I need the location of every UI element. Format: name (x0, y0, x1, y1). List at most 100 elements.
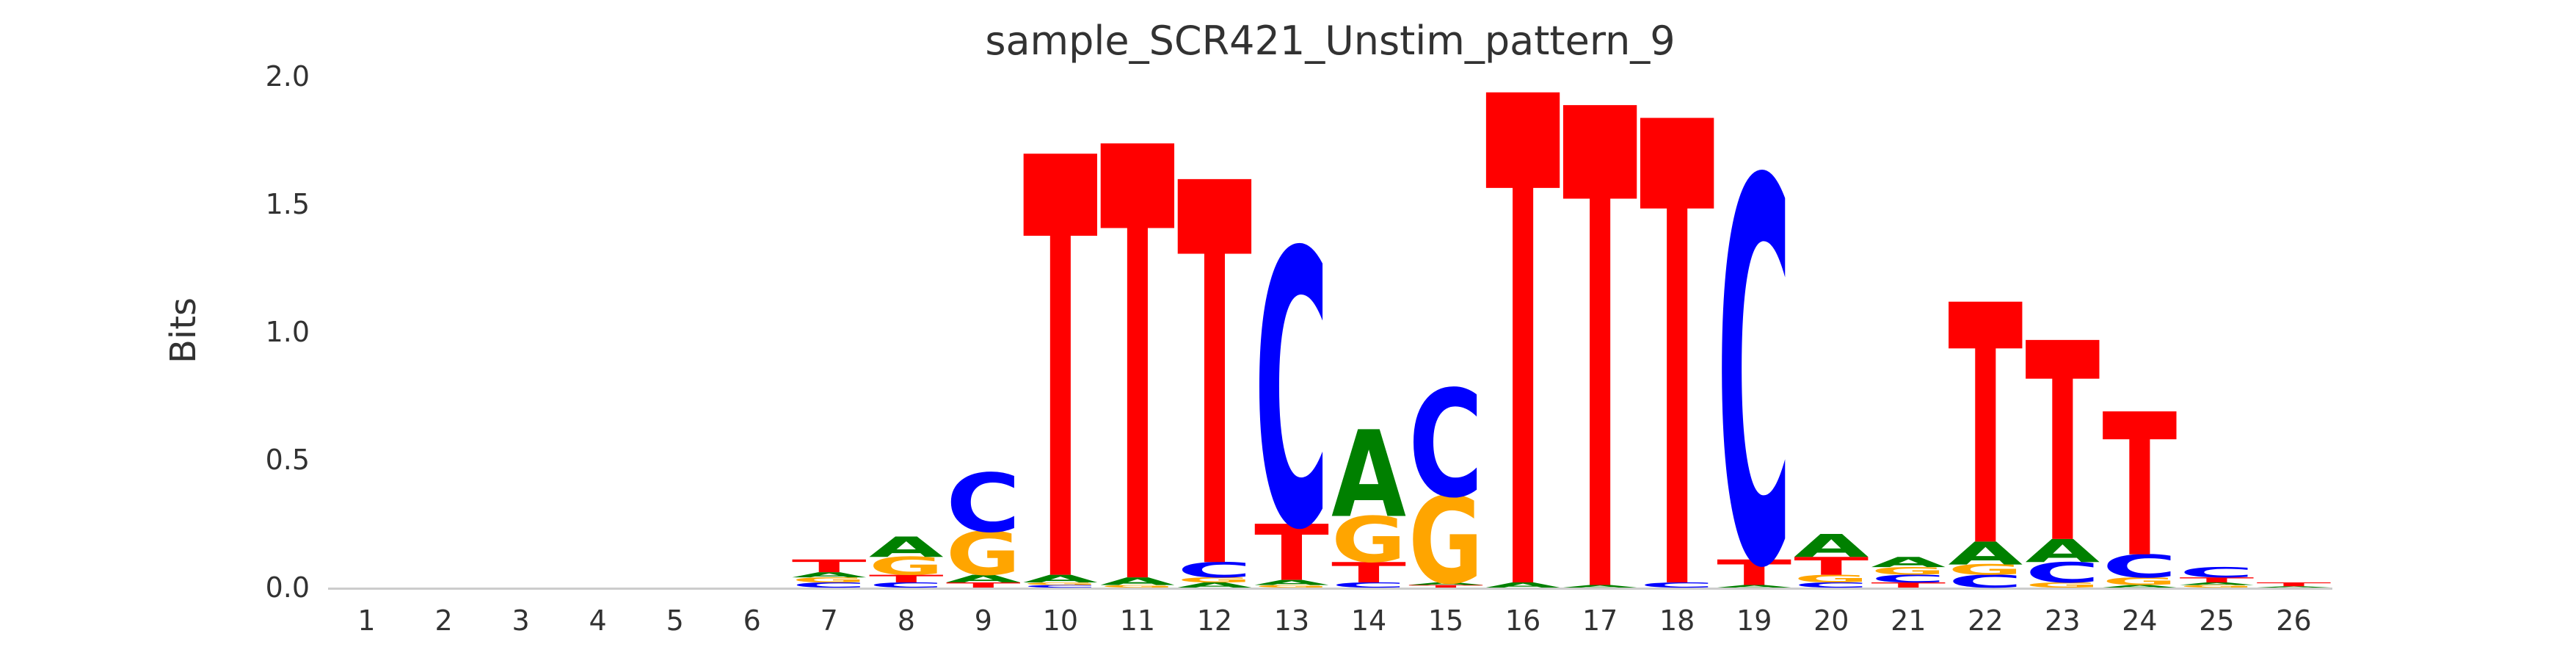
logo-letter-T-pos-14: T (1331, 557, 1407, 589)
glyph-A: A (1794, 528, 1869, 565)
x-tick-label: 8 (898, 604, 915, 637)
logo-letter-C-pos-20: C (1794, 581, 1869, 589)
logo-letter-C-pos-25: C (2179, 564, 2254, 580)
x-tick-label: 18 (1659, 604, 1695, 637)
y-tick-label: 1.5 (266, 188, 310, 220)
logo-letter-G-pos-7: G (792, 576, 867, 584)
glyph-C: C (946, 457, 1021, 550)
x-tick-label: 20 (1813, 604, 1849, 637)
glyph-T: T (1100, 26, 1176, 661)
glyph-C: C (1023, 585, 1098, 589)
glyph-G: G (1794, 573, 1869, 585)
x-tick-label: 25 (2199, 604, 2234, 637)
logo-letter-G-pos-8: G (869, 552, 944, 581)
glyph-G: G (2179, 585, 2254, 589)
glyph-C: C (1871, 573, 1946, 585)
logo-letter-A-pos-10: A (1023, 573, 1098, 585)
glyph-G: G (1408, 472, 1483, 611)
logo-letter-T-pos-20: T (1794, 552, 1869, 581)
logo-letter-C-pos-24: C (2102, 549, 2177, 585)
glyph-G: G (1871, 565, 1946, 577)
glyph-A: A (1100, 575, 1175, 588)
logo-letter-T-pos-25: T (2179, 576, 2255, 584)
glyph-C: C (1948, 571, 2023, 592)
logo-letter-G-pos-22: G (1948, 562, 2023, 578)
glyph-C: C (1254, 174, 1329, 613)
glyph-G: G (1177, 576, 1252, 584)
glyph-T: T (2257, 582, 2332, 588)
logo-letter-G-pos-12: G (1177, 576, 1252, 584)
glyph-T: T (1485, 0, 1561, 661)
glyph-A: A (2102, 585, 2177, 589)
x-tick-label: 16 (1505, 604, 1540, 637)
logo-letter-T-pos-22: T (1948, 236, 2023, 620)
logo-letter-G-pos-25: G (2179, 585, 2254, 589)
logo-letter-T-pos-18: T (1640, 0, 1715, 661)
logo-letter-T-pos-10: T (1023, 40, 1099, 661)
glyph-A: A (2257, 586, 2332, 588)
glyph-A: A (2179, 582, 2254, 586)
glyph-C: C (1408, 360, 1483, 531)
logo-letter-T-pos-9: T (946, 581, 1022, 589)
glyph-A: A (792, 571, 867, 579)
glyph-G: G (1100, 585, 1175, 589)
logo-letter-C-pos-21: C (1871, 573, 1946, 585)
logo-letter-A-pos-8: A (869, 531, 945, 563)
glyph-A: A (2025, 533, 2100, 570)
y-tick-label: 0.0 (266, 571, 310, 604)
logo-letter-C-pos-18: C (1640, 581, 1714, 589)
logo-letter-A-pos-17: A (1562, 585, 1637, 589)
logo-letter-T-pos-26: T (2257, 582, 2332, 588)
logo-letter-T-pos-11: T (1100, 26, 1176, 661)
glyph-C: C (2179, 564, 2254, 580)
glyph-C: C (1177, 558, 1252, 582)
x-tick-label: 6 (743, 604, 761, 637)
logo-letter-A-pos-13: A (1254, 579, 1329, 587)
glyph-T: T (1254, 509, 1329, 599)
logo-letter-G-pos-24: G (2102, 575, 2177, 588)
glyph-A: A (1717, 585, 1791, 589)
logo-letter-G-pos-9: G (946, 521, 1021, 589)
glyph-A: A (946, 573, 1021, 585)
glyph-T: T (2102, 372, 2177, 601)
glyph-T: T (792, 556, 867, 577)
y-tick-label: 0.5 (266, 444, 310, 476)
logo-letter-C-pos-8: C (869, 581, 944, 589)
logo-letter-A-pos-22: A (1948, 536, 2023, 573)
x-tick-label: 9 (975, 604, 992, 637)
x-tick-label: 13 (1274, 604, 1309, 637)
logo-letter-C-pos-22: C (1948, 571, 2023, 592)
logo-letter-C-pos-23: C (2025, 557, 2100, 589)
glyph-G: G (946, 521, 1021, 589)
x-tick-label: 3 (512, 604, 530, 637)
logo-letter-C-pos-13: C (1254, 174, 1329, 613)
glyph-G: G (792, 576, 867, 584)
logo-letter-C-pos-19: C (1717, 73, 1791, 661)
glyph-C: C (1717, 73, 1791, 661)
glyph-T: T (1640, 0, 1715, 661)
glyph-A: A (1485, 581, 1560, 589)
glyph-G: G (1948, 562, 2023, 578)
glyph-A: A (1562, 585, 1637, 589)
logo-letter-A-pos-14: A (1331, 405, 1406, 544)
glyph-C: C (1640, 581, 1714, 589)
chart-title: sample_SCR421_Unstim_pattern_9 (985, 18, 1676, 64)
x-tick-label: 19 (1736, 604, 1772, 637)
glyph-A: A (1023, 573, 1098, 585)
logo-letter-T-pos-15: T (1408, 585, 1483, 589)
logo-letter-A-pos-12: A (1177, 581, 1252, 589)
logo-letter-C-pos-12: C (1177, 558, 1252, 582)
logo-letter-A-pos-25: A (2179, 582, 2254, 586)
glyph-G: G (1023, 582, 1098, 586)
logo-letter-A-pos-26: A (2257, 586, 2332, 588)
logo-letter-T-pos-23: T (2025, 286, 2100, 604)
x-tick-label: 12 (1197, 604, 1232, 637)
logo-letter-G-pos-14: G (1331, 504, 1406, 577)
glyph-C: C (2102, 549, 2177, 585)
x-tick-label: 4 (589, 604, 607, 637)
glyph-T: T (1794, 552, 1869, 581)
glyph-T: T (946, 581, 1022, 589)
logo-letter-G-pos-11: G (1100, 585, 1175, 589)
